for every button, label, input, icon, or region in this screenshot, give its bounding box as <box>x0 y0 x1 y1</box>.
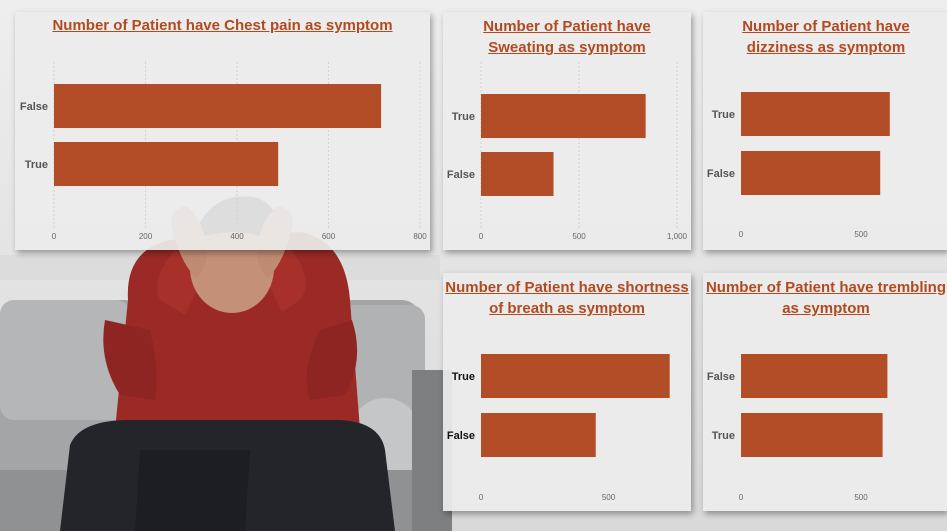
chart-title: Number of Patient have Sweating as sympt… <box>483 18 651 56</box>
bar-true <box>54 142 279 186</box>
bar-chart: True False 0 500 <box>707 92 890 239</box>
chart-title: Number of Patient have trembling as symp… <box>705 279 947 317</box>
bar-false <box>481 152 554 196</box>
bar-chart: False True 0 200 400 600 800 <box>20 62 427 241</box>
category-label: False <box>447 169 475 181</box>
chart-panel-dizziness: Number of Patient have dizziness as symp… <box>703 12 947 250</box>
chart-title: Number of Patient have dizziness as symp… <box>742 18 910 56</box>
bar-chart: False True 0 500 <box>707 354 888 502</box>
tick-label: 0 <box>52 232 57 241</box>
category-label: True <box>712 430 735 442</box>
tick-label: 400 <box>230 232 244 241</box>
tick-label: 600 <box>322 232 336 241</box>
category-label: True <box>452 111 475 123</box>
tick-label: 500 <box>854 230 868 239</box>
bar-true <box>481 94 646 138</box>
bar-false <box>741 151 881 195</box>
bar-true <box>741 92 890 136</box>
category-label: False <box>20 101 48 113</box>
tick-label: 0 <box>479 232 484 241</box>
chart-title: Number of Patient have Chest pain as sym… <box>52 17 393 34</box>
bar-true <box>481 354 670 398</box>
category-label: False <box>707 371 735 383</box>
tick-label: 0 <box>739 230 744 239</box>
chart-panel-sweating: Number of Patient have Sweating as sympt… <box>443 12 691 250</box>
tick-label: 500 <box>572 232 586 241</box>
tick-label: 800 <box>413 232 427 241</box>
tick-label: 0 <box>479 493 484 502</box>
category-label: True <box>712 109 735 121</box>
bar-true <box>741 413 883 457</box>
tick-label: 200 <box>139 232 153 241</box>
bar-false <box>481 413 596 457</box>
category-label: False <box>447 430 475 442</box>
chart-panel-chest-pain: Number of Patient have Chest pain as sym… <box>15 12 430 250</box>
bar-false <box>54 84 382 128</box>
tick-label: 500 <box>602 493 616 502</box>
category-label: True <box>452 371 475 383</box>
category-label: True <box>25 159 48 171</box>
bar-false <box>741 354 888 398</box>
tick-label: 500 <box>854 493 868 502</box>
bar-chart: True False 0 500 <box>447 354 670 502</box>
category-label: False <box>707 168 735 180</box>
bar-chart: True False 0 500 1,000 <box>447 62 688 241</box>
tick-label: 0 <box>739 493 744 502</box>
chart-panel-shortness-of-breath: Number of Patient have shortness of brea… <box>443 273 691 511</box>
chart-title: Number of Patient have shortness of brea… <box>445 279 689 317</box>
chart-panel-trembling: Number of Patient have trembling as symp… <box>703 273 947 511</box>
tick-label: 1,000 <box>667 232 688 241</box>
